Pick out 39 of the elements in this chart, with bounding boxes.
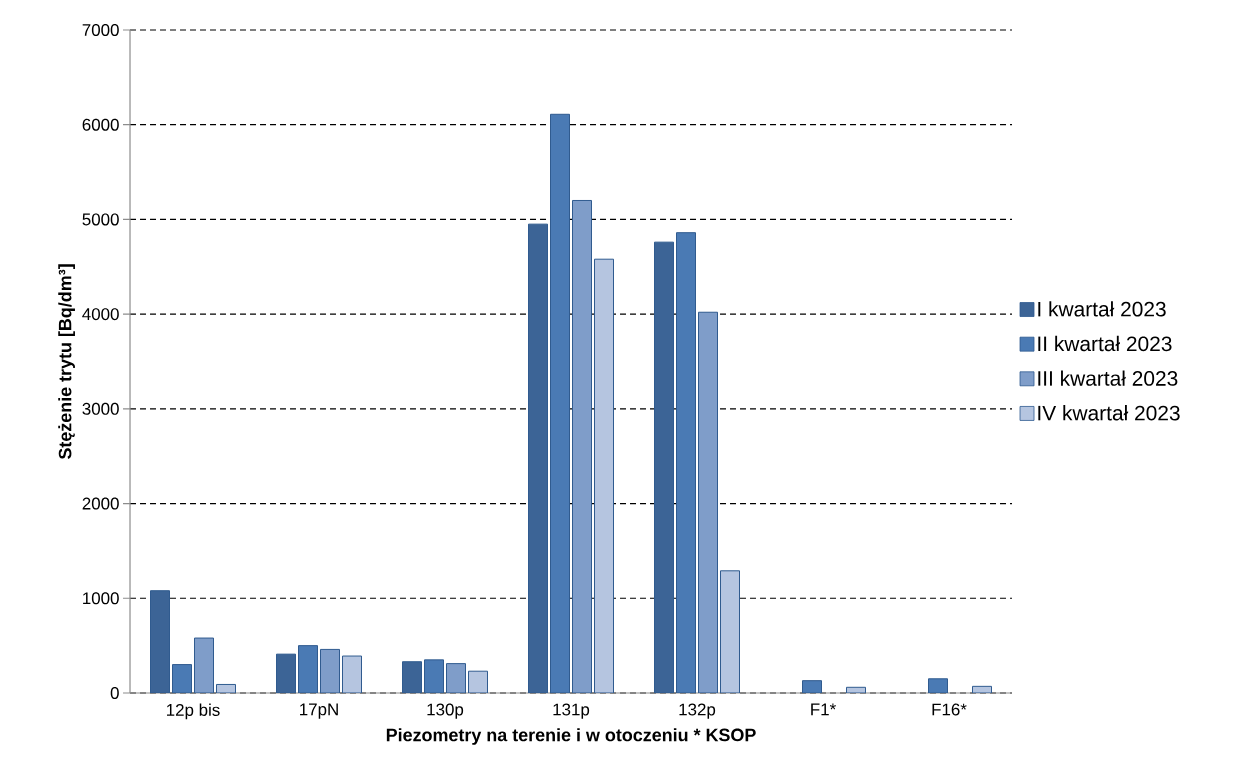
y-tick-label: 4000: [82, 308, 119, 321]
x-tick-label: 130p: [427, 703, 464, 719]
y-axis-title: Stężenie trytu [Bq/dm³]: [58, 264, 75, 460]
bar: [172, 664, 193, 693]
legend-label: IV kwartał 2023: [1038, 405, 1180, 421]
legend-label: III kwartał 2023: [1038, 370, 1178, 386]
bar: [572, 199, 593, 693]
x-axis-title: Piezometry na terenie i w otoczeniu * KSOP: [386, 728, 756, 745]
y-tick-label: 5000: [82, 213, 119, 226]
x-tick-label: 12p bis: [167, 703, 220, 720]
bar: [402, 661, 423, 693]
bar: [654, 241, 675, 693]
bar: [320, 648, 341, 693]
bar: [342, 655, 363, 693]
bar: [594, 258, 615, 693]
legend-label: I kwartał 2023: [1038, 301, 1166, 317]
y-tick-label: 2000: [82, 497, 119, 510]
y-tick-label: 0: [110, 686, 119, 699]
y-tick-label: 1000: [83, 592, 119, 605]
y-tick-label: 7000: [82, 23, 119, 36]
bar: [698, 311, 719, 693]
bar: [150, 590, 171, 693]
bar: [720, 570, 741, 693]
bar: [550, 113, 571, 693]
x-tick-label: F1*: [811, 703, 836, 716]
x-tick-label: F16*: [932, 703, 967, 716]
bar: [676, 232, 697, 693]
legend-label: II kwartał 2023: [1038, 335, 1172, 352]
bar: [298, 645, 319, 693]
bar: [276, 653, 297, 693]
bar: [446, 663, 467, 693]
bar: [194, 637, 215, 693]
x-tick-label: 132p: [679, 703, 716, 719]
x-tick-label: 17pN: [300, 703, 338, 719]
bar: [528, 223, 549, 693]
y-tick-label: 6000: [82, 118, 119, 131]
bar: [424, 659, 445, 693]
x-tick-label: 131p: [553, 703, 590, 719]
y-tick-label: 3000: [82, 402, 119, 415]
